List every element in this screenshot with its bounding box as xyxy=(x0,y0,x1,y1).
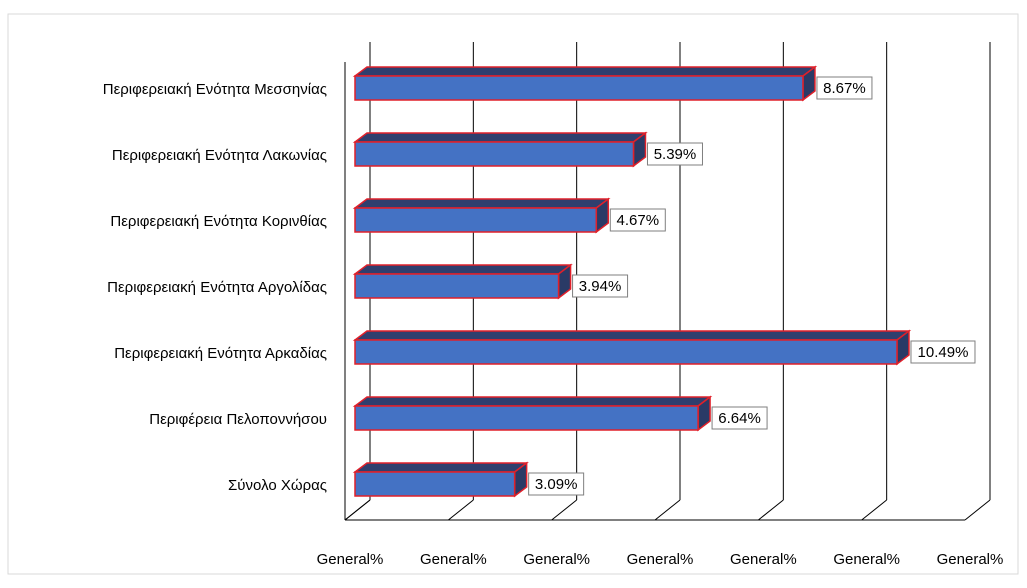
grid-line xyxy=(654,499,681,521)
grid-line xyxy=(344,499,371,521)
bar-face xyxy=(354,471,516,497)
data-label-box xyxy=(528,472,585,496)
x-tick-label: General% xyxy=(523,551,590,568)
x-tick-label: General% xyxy=(317,551,384,568)
bar-face xyxy=(354,339,898,365)
data-label-box xyxy=(910,340,976,364)
x-tick-label: General% xyxy=(833,551,900,568)
data-label-box xyxy=(816,76,873,100)
bar-face xyxy=(352,264,573,275)
bar-face xyxy=(354,207,598,233)
bar-face xyxy=(354,273,560,299)
bar xyxy=(352,197,611,234)
x-tick-label: General% xyxy=(730,551,797,568)
x-tick-label: General% xyxy=(420,551,487,568)
y-tick-label: Περιφερειακή Ενότητα Μεσσηνίας xyxy=(103,81,327,98)
x-tick-label: General% xyxy=(937,551,1004,568)
bar xyxy=(352,461,529,498)
data-label: 5.39% xyxy=(654,146,697,163)
bar xyxy=(352,263,573,300)
bar-face xyxy=(354,405,699,431)
data-label: 8.67% xyxy=(823,80,866,97)
bar-face xyxy=(352,462,529,473)
y-tick-label: Περιφερειακή Ενότητα Λακωνίας xyxy=(112,147,327,164)
bar xyxy=(352,131,648,168)
grid-line xyxy=(964,499,991,521)
bar-face xyxy=(352,132,648,143)
grid-line xyxy=(448,499,474,521)
data-label: 3.94% xyxy=(579,278,622,295)
grid-line xyxy=(758,499,784,521)
bar xyxy=(352,329,912,366)
grid-line xyxy=(551,499,577,521)
bar-face xyxy=(354,141,635,167)
data-label-box xyxy=(609,208,666,232)
bar xyxy=(352,65,818,102)
bar-face xyxy=(352,330,912,341)
bar-face xyxy=(352,396,713,407)
data-label: 6.64% xyxy=(718,410,761,427)
data-label-box xyxy=(572,274,629,298)
x-tick-label: General% xyxy=(627,551,694,568)
data-label-box xyxy=(711,406,768,430)
y-tick-label: Περιφέρεια Πελοποννήσου xyxy=(149,411,327,428)
bar-face xyxy=(354,75,804,101)
grid-line xyxy=(861,499,887,521)
data-label-box xyxy=(646,142,703,166)
data-label: 3.09% xyxy=(535,476,578,493)
bar-face xyxy=(352,66,818,77)
y-tick-label: Σύνολο Χώρας xyxy=(228,477,327,494)
bar-face xyxy=(352,198,611,209)
data-label: 4.67% xyxy=(617,212,660,229)
y-tick-label: Περιφερειακή Ενότητα Αρκαδίας xyxy=(114,345,327,362)
y-tick-label: Περιφερειακή Ενότητα Κορινθίας xyxy=(110,213,327,230)
y-tick-label: Περιφερειακή Ενότητα Αργολίδας xyxy=(107,279,327,296)
bar xyxy=(352,395,713,432)
data-label: 10.49% xyxy=(918,344,969,361)
